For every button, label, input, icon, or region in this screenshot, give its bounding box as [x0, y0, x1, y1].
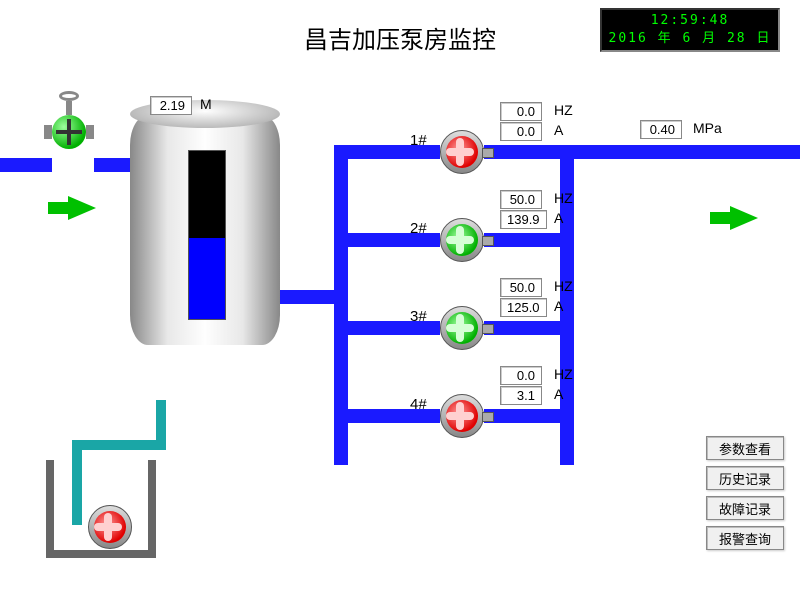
pump-hz-value-2: 50.0: [500, 190, 542, 209]
pump-label-2: 2#: [410, 220, 427, 237]
sump-pipe-v: [72, 445, 82, 525]
pressure-unit: MPa: [693, 120, 722, 136]
pump-3[interactable]: [440, 306, 484, 350]
pump-label-3: 3#: [410, 308, 427, 325]
pump-2[interactable]: [440, 218, 484, 262]
sump-pipe-h: [72, 440, 162, 450]
pump-hz-value-3: 50.0: [500, 278, 542, 297]
branch-out-4: [484, 409, 574, 423]
pump-4[interactable]: [440, 394, 484, 438]
tank-level-unit: M: [200, 96, 212, 112]
sump-pipe-up: [156, 400, 166, 450]
tank-liquid-level: [189, 238, 225, 319]
pump-1[interactable]: [440, 130, 484, 174]
pump-hz-value-1: 0.0: [500, 102, 542, 121]
pump-a-unit-4: A: [554, 386, 563, 402]
button-panel: 参数查看 历史记录 故障记录 报警查询: [706, 436, 784, 550]
pump-hz-unit-1: HZ: [554, 102, 573, 118]
pressure-value: 0.40: [640, 120, 682, 139]
page-title: 昌吉加压泵房监控: [304, 20, 496, 55]
btn-faults[interactable]: 故障记录: [706, 496, 784, 520]
pump-hz-unit-2: HZ: [554, 190, 573, 206]
pump-a-value-1: 0.0: [500, 122, 542, 141]
pump-a-unit-3: A: [554, 298, 563, 314]
branch-out-3: [484, 321, 574, 335]
clock-date: 2016 年 6 月 28 日: [609, 30, 772, 48]
tank-sight-glass: [188, 150, 226, 320]
clock-time: 12:59:48: [651, 12, 730, 30]
pipe-inlet-right: [94, 158, 134, 172]
pipe-output: [560, 145, 800, 159]
pump-a-unit-2: A: [554, 210, 563, 226]
pump-hz-value-4: 0.0: [500, 366, 542, 385]
pipe-tank-out: [280, 290, 340, 304]
sump-pump: [88, 505, 132, 549]
pump-label-1: 1#: [410, 132, 427, 149]
clock-display: 12:59:48 2016 年 6 月 28 日: [600, 8, 780, 52]
btn-params[interactable]: 参数查看: [706, 436, 784, 460]
pump-a-value-3: 125.0: [500, 298, 547, 317]
pipe-inlet-left: [0, 158, 52, 172]
sump-wall-b: [46, 550, 156, 558]
pump-label-4: 4#: [410, 396, 427, 413]
sump-wall-r: [148, 460, 156, 558]
pump-hz-unit-3: HZ: [554, 278, 573, 294]
flow-arrow-in: [68, 196, 96, 220]
pump-hz-unit-4: HZ: [554, 366, 573, 382]
branch-out-1: [484, 145, 574, 159]
tank-level-value: 2.19: [150, 96, 192, 115]
flow-arrow-out: [730, 206, 758, 230]
btn-alarms[interactable]: 报警查询: [706, 526, 784, 550]
pump-a-value-4: 3.1: [500, 386, 542, 405]
sump-wall-l: [46, 460, 54, 550]
btn-history[interactable]: 历史记录: [706, 466, 784, 490]
pump-a-unit-1: A: [554, 122, 563, 138]
inlet-valve: [52, 115, 86, 149]
branch-out-2: [484, 233, 574, 247]
pump-a-value-2: 139.9: [500, 210, 547, 229]
